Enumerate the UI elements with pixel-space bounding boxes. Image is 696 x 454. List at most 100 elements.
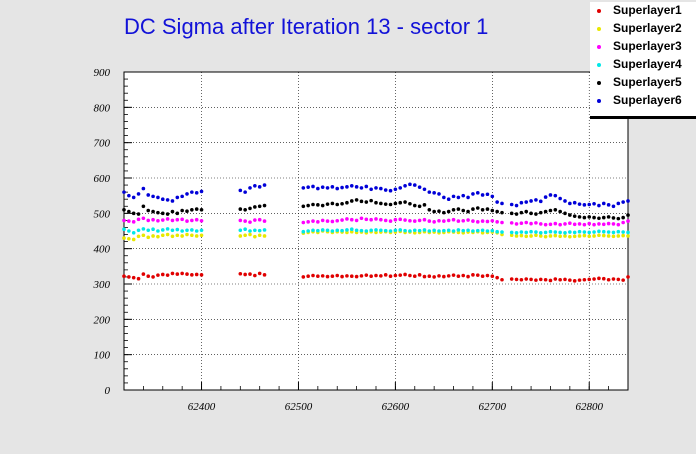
data-point xyxy=(437,209,441,214)
series-superlayer3 xyxy=(122,216,630,227)
data-point xyxy=(611,277,616,281)
data-point xyxy=(185,192,189,196)
data-point xyxy=(160,233,165,238)
data-point xyxy=(141,272,146,276)
data-point xyxy=(243,233,247,238)
data-point xyxy=(345,274,349,278)
data-point xyxy=(156,210,160,215)
data-point xyxy=(611,230,616,235)
data-point xyxy=(194,234,199,238)
data-point xyxy=(582,222,587,227)
data-point xyxy=(369,187,373,192)
data-point xyxy=(175,272,180,276)
data-point xyxy=(156,234,160,239)
legend-label: Superlayer6 xyxy=(613,93,682,107)
data-point xyxy=(141,216,146,221)
data-point xyxy=(601,229,606,234)
data-point xyxy=(616,201,621,206)
data-point xyxy=(456,207,461,211)
data-point xyxy=(374,217,378,221)
data-point xyxy=(466,228,470,233)
data-point xyxy=(621,215,625,220)
data-point xyxy=(417,204,422,209)
data-point xyxy=(257,204,262,209)
data-point xyxy=(316,228,320,233)
data-point xyxy=(412,228,417,233)
data-point xyxy=(190,273,194,277)
data-point xyxy=(393,228,398,233)
data-point xyxy=(427,219,432,223)
data-point xyxy=(165,227,170,231)
data-point xyxy=(519,230,524,234)
data-point xyxy=(180,208,184,213)
data-point xyxy=(301,275,306,279)
legend-label: Superlayer2 xyxy=(613,21,682,35)
data-point xyxy=(194,272,199,277)
data-point xyxy=(301,220,306,225)
y-tick-label: 100 xyxy=(94,350,111,362)
data-point xyxy=(568,230,572,234)
data-point xyxy=(131,211,136,216)
data-point xyxy=(349,183,354,188)
data-point xyxy=(548,278,553,283)
data-point xyxy=(519,233,524,238)
data-point xyxy=(248,206,252,211)
data-point xyxy=(243,272,247,277)
data-point xyxy=(626,213,630,217)
data-point xyxy=(131,230,136,235)
data-point xyxy=(374,228,378,232)
data-point xyxy=(495,220,499,224)
data-point xyxy=(495,200,499,204)
x-tick-label: 62800 xyxy=(575,401,603,413)
data-point xyxy=(359,199,364,204)
data-point xyxy=(131,237,136,242)
data-point xyxy=(340,218,344,222)
data-point xyxy=(379,274,383,278)
data-point xyxy=(383,202,388,206)
data-point xyxy=(621,200,625,204)
data-point xyxy=(151,234,155,238)
data-point xyxy=(509,211,514,216)
data-point xyxy=(122,236,126,240)
data-point xyxy=(606,203,611,207)
data-point xyxy=(582,277,587,282)
data-point xyxy=(543,230,548,235)
data-point xyxy=(432,209,436,214)
legend-label: Superlayer3 xyxy=(613,39,682,53)
data-point xyxy=(238,218,243,223)
data-point xyxy=(461,218,466,223)
data-point xyxy=(388,188,393,193)
data-point xyxy=(316,186,320,191)
data-point xyxy=(408,218,412,223)
data-point xyxy=(151,275,155,279)
data-point xyxy=(243,208,247,212)
data-point xyxy=(330,185,335,189)
data-point xyxy=(601,276,606,281)
data-point xyxy=(538,234,543,238)
data-point xyxy=(170,218,175,223)
data-point xyxy=(495,209,499,214)
data-point xyxy=(626,230,630,235)
x-tick-label: 62500 xyxy=(285,401,313,413)
data-point xyxy=(495,275,499,280)
data-point xyxy=(427,229,432,233)
data-point xyxy=(364,184,369,189)
data-point xyxy=(238,271,243,276)
data-point xyxy=(509,230,514,235)
data-point xyxy=(194,229,199,233)
x-tick-label: 62700 xyxy=(479,401,507,413)
data-point xyxy=(262,273,267,277)
legend-marker-icon xyxy=(597,9,601,13)
data-point xyxy=(349,199,354,203)
data-point xyxy=(543,195,548,199)
data-point xyxy=(306,274,310,279)
data-point xyxy=(451,217,456,222)
data-point xyxy=(563,230,567,235)
data-point xyxy=(621,220,625,225)
data-point xyxy=(621,233,625,238)
data-point xyxy=(379,186,383,191)
data-point xyxy=(194,207,199,211)
data-point xyxy=(616,222,621,227)
data-point xyxy=(577,234,582,238)
data-point xyxy=(514,203,519,208)
